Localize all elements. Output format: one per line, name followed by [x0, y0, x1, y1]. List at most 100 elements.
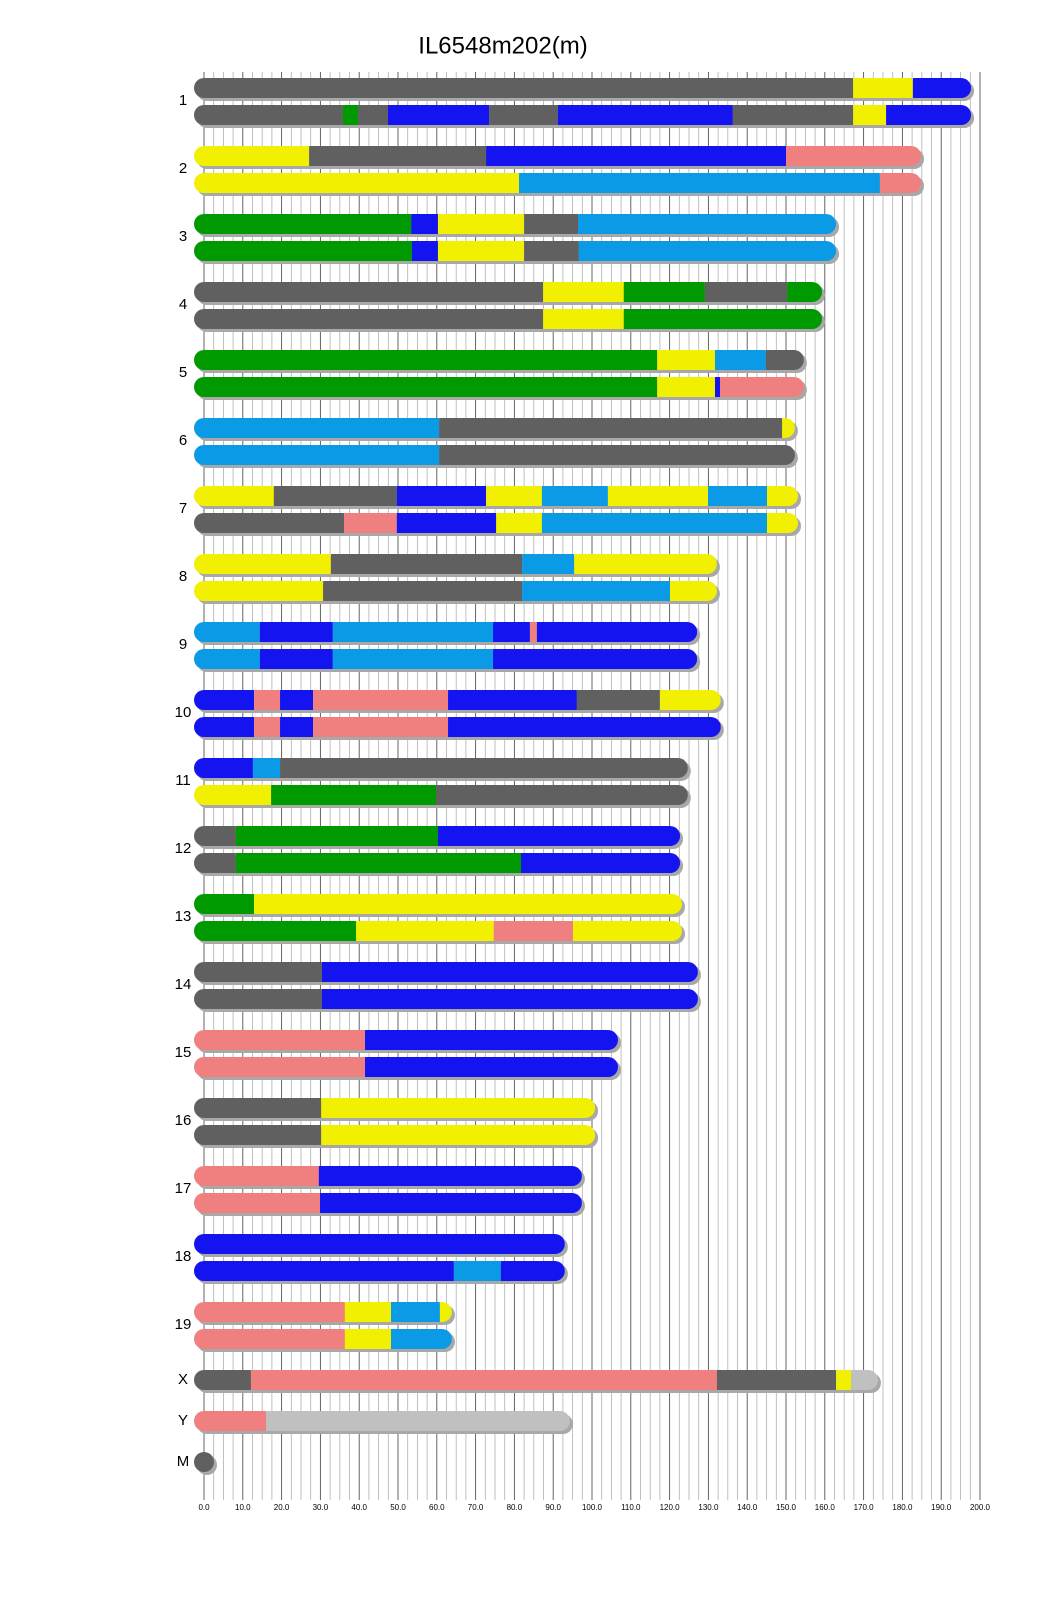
segment: [194, 581, 324, 601]
segment: [194, 1261, 454, 1281]
x-tick-label: 190.0: [931, 1503, 952, 1512]
segment: [250, 1370, 717, 1390]
segment: [453, 1261, 501, 1281]
segment: [194, 921, 357, 941]
segment: [252, 758, 281, 778]
haplotype: [194, 78, 972, 98]
segment: [280, 717, 314, 737]
segment: [194, 309, 544, 329]
segment: [853, 105, 887, 125]
segment: [194, 758, 253, 778]
haplotype: [194, 418, 795, 438]
haplotype: [194, 1057, 618, 1077]
segment: [194, 853, 236, 873]
chromosome-label: 15: [175, 1044, 192, 1061]
segment: [194, 105, 343, 125]
segment: [194, 1234, 565, 1254]
segment: [448, 690, 577, 710]
segment: [787, 282, 823, 302]
x-tick-label: 160.0: [815, 1503, 836, 1512]
x-tick-label: 40.0: [351, 1503, 367, 1512]
chromosome-label: 16: [175, 1112, 192, 1129]
haplotype: [194, 214, 837, 234]
chromosome-label: 8: [179, 568, 187, 585]
chromosome-label: Y: [178, 1412, 188, 1429]
segment: [194, 554, 331, 574]
haplotype: [194, 1098, 596, 1118]
segment: [365, 1057, 618, 1077]
segment: [437, 826, 681, 846]
segment: [194, 1057, 366, 1077]
x-tick-label: 110.0: [621, 1503, 641, 1512]
segment: [543, 309, 624, 329]
segment: [439, 1302, 452, 1322]
x-tick-label: 80.0: [507, 1503, 523, 1512]
segment: [439, 418, 783, 438]
x-tick-label: 180.0: [892, 1503, 913, 1512]
x-tick-label: 0.0: [198, 1503, 210, 1512]
segment: [321, 989, 698, 1009]
haplotype: [194, 853, 681, 873]
x-tick-label: 20.0: [274, 1503, 290, 1512]
segment: [851, 1370, 878, 1390]
segment: [356, 921, 494, 941]
haplotype: [194, 690, 721, 710]
segment: [194, 1193, 321, 1213]
segment: [578, 214, 837, 234]
segment: [318, 1166, 582, 1186]
segment: [720, 377, 804, 397]
segment: [194, 214, 412, 234]
haplotype: [194, 962, 698, 982]
segment: [716, 1370, 837, 1390]
segment: [391, 1302, 440, 1322]
haplotype: [194, 282, 823, 302]
haplotype: [194, 554, 717, 574]
segment: [266, 1411, 570, 1431]
haplotype: [194, 921, 683, 941]
segment: [259, 649, 333, 669]
haplotype: [194, 581, 717, 601]
haplotype: [194, 377, 804, 397]
segment: [541, 486, 608, 506]
segment: [623, 282, 705, 302]
segment: [766, 486, 799, 506]
x-tick-label: 60.0: [429, 1503, 445, 1512]
segment: [448, 717, 721, 737]
x-tick-label: 170.0: [854, 1503, 875, 1512]
segment: [912, 78, 972, 98]
segment: [194, 241, 412, 261]
chromosome-label: X: [178, 1371, 188, 1388]
segment: [396, 513, 497, 533]
segment: [536, 622, 698, 642]
segment: [436, 785, 688, 805]
segment: [280, 758, 688, 778]
segment: [529, 622, 537, 642]
x-tick-label: 120.0: [660, 1503, 681, 1512]
segment: [437, 241, 525, 261]
haplotype: [194, 173, 922, 193]
haplotype: [194, 1166, 582, 1186]
haplotype: [194, 146, 922, 166]
chromosome-label: 19: [175, 1316, 192, 1333]
segment: [194, 785, 272, 805]
segment: [486, 486, 542, 506]
segment: [500, 1261, 565, 1281]
segment: [574, 554, 717, 574]
segment: [493, 921, 573, 941]
x-tick-label: 140.0: [737, 1503, 758, 1512]
segment: [572, 921, 683, 941]
segment: [194, 1329, 345, 1349]
segment: [321, 962, 698, 982]
segment: [765, 350, 804, 370]
segment: [313, 717, 449, 737]
segment: [254, 894, 683, 914]
haplotype: [194, 826, 681, 846]
segment: [194, 377, 658, 397]
haplotype: [194, 758, 688, 778]
haplotype: [194, 1125, 596, 1145]
segment: [194, 1302, 345, 1322]
haplotype: [194, 989, 698, 1009]
x-tick-label: 130.0: [698, 1503, 719, 1512]
chromosome-label: 17: [175, 1180, 192, 1197]
